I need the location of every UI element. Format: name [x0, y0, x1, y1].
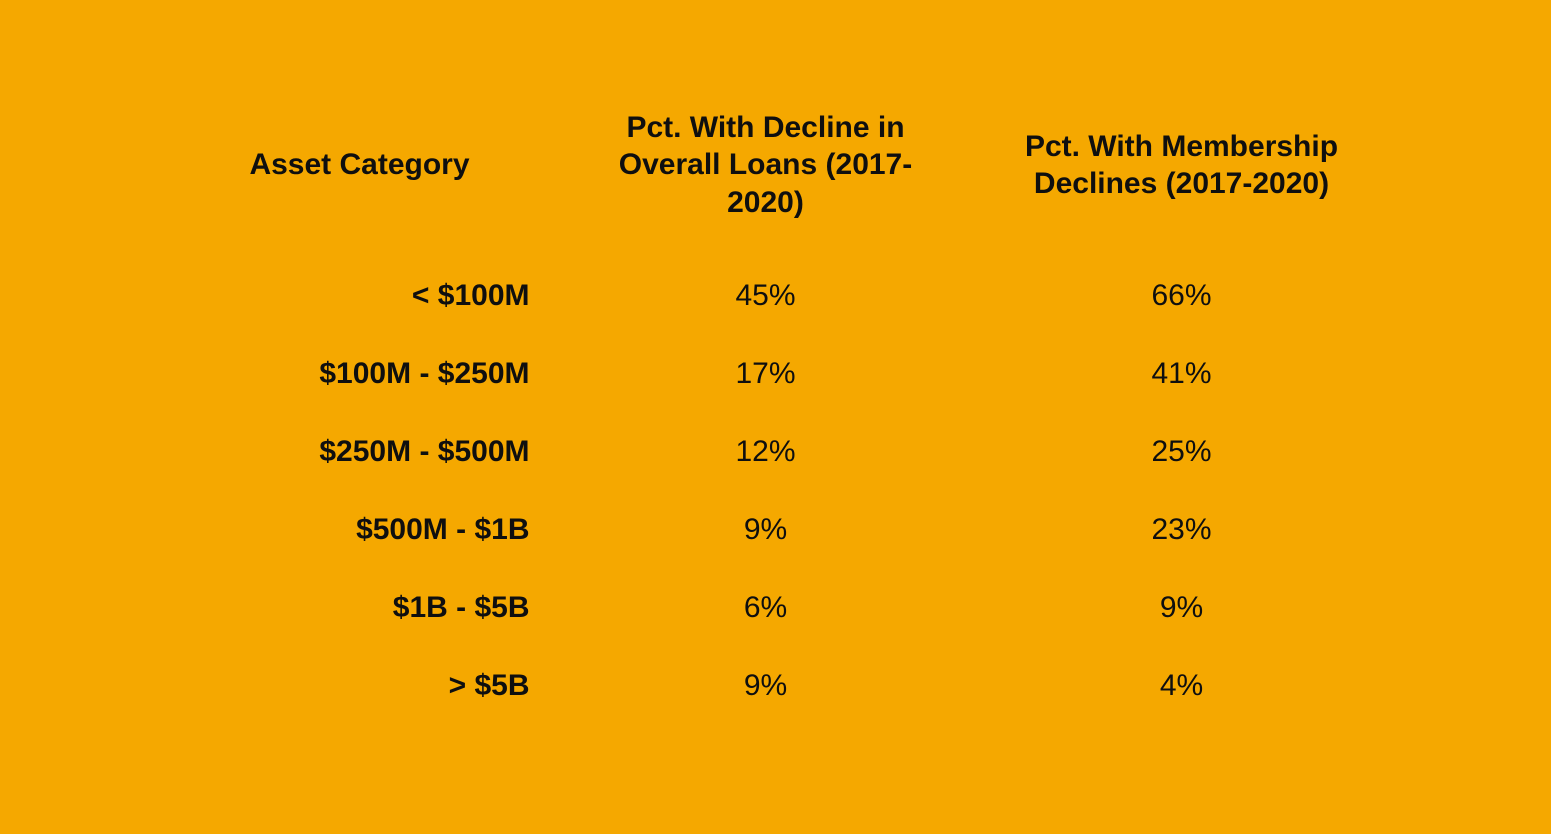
table-row: $500M - $1B 9% 23% [162, 491, 1390, 569]
cell-loan-decline: 12% [558, 413, 974, 491]
asset-decline-table: Asset Category Pct. With Decline in Over… [162, 109, 1390, 726]
cell-asset-category: $1B - $5B [162, 569, 558, 647]
asset-decline-table-wrap: Asset Category Pct. With Decline in Over… [82, 61, 1470, 774]
table-row: $1B - $5B 6% 9% [162, 569, 1390, 647]
header-asset-category: Asset Category [162, 109, 558, 258]
cell-membership: 66% [974, 257, 1390, 335]
cell-asset-category: > $5B [162, 647, 558, 725]
cell-membership: 41% [974, 335, 1390, 413]
table-row: $250M - $500M 12% 25% [162, 413, 1390, 491]
cell-membership: 23% [974, 491, 1390, 569]
cell-loan-decline: 9% [558, 491, 974, 569]
table-row: $100M - $250M 17% 41% [162, 335, 1390, 413]
cell-asset-category: $100M - $250M [162, 335, 558, 413]
cell-membership: 4% [974, 647, 1390, 725]
table-row: < $100M 45% 66% [162, 257, 1390, 335]
cell-loan-decline: 17% [558, 335, 974, 413]
cell-membership: 9% [974, 569, 1390, 647]
cell-asset-category: < $100M [162, 257, 558, 335]
cell-asset-category: $250M - $500M [162, 413, 558, 491]
header-membership-decline: Pct. With Membership Declines (2017-2020… [974, 109, 1390, 258]
cell-loan-decline: 45% [558, 257, 974, 335]
cell-loan-decline: 9% [558, 647, 974, 725]
table-header-row: Asset Category Pct. With Decline in Over… [162, 109, 1390, 258]
header-loan-decline-pct: Pct. With Decline in Overall Loans (2017… [558, 109, 974, 258]
cell-membership: 25% [974, 413, 1390, 491]
cell-loan-decline: 6% [558, 569, 974, 647]
cell-asset-category: $500M - $1B [162, 491, 558, 569]
table-row: > $5B 9% 4% [162, 647, 1390, 725]
